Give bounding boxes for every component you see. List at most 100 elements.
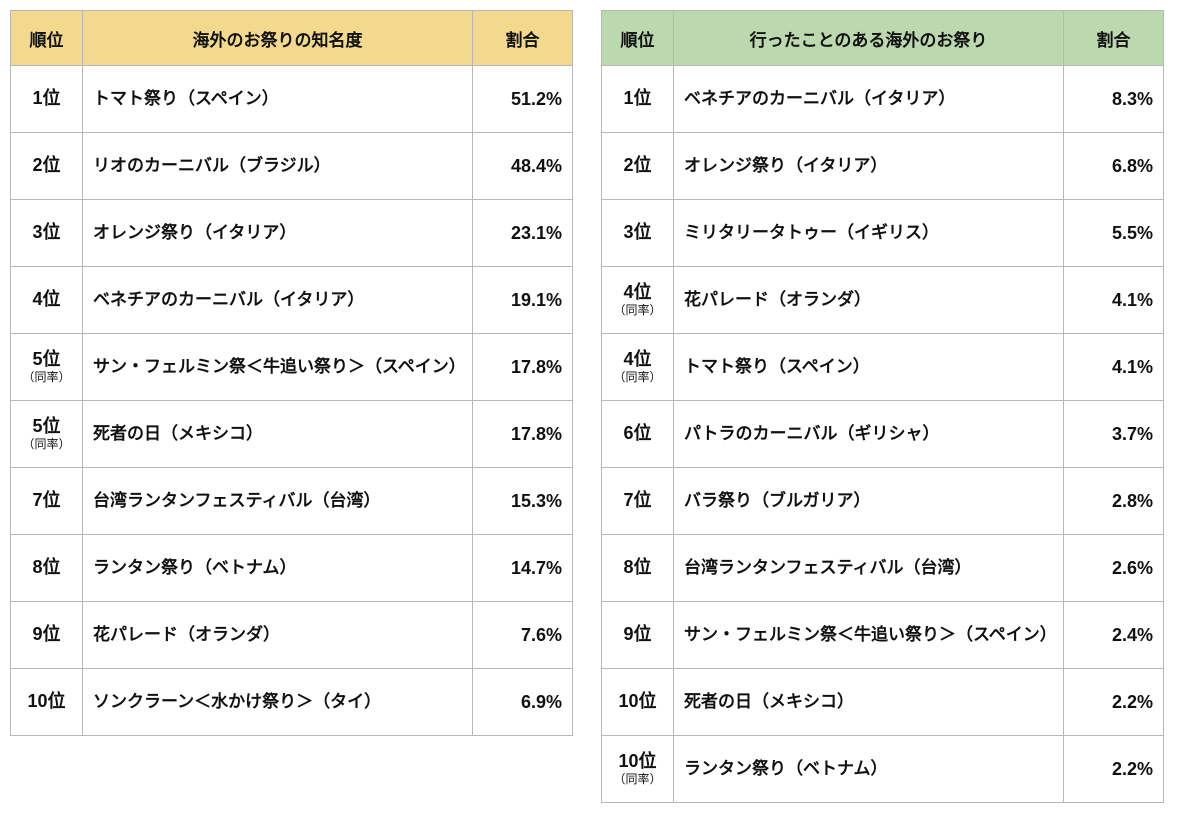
rank-cell: 1位 (602, 66, 674, 133)
table-row: 2位オレンジ祭り（イタリア）6.8% (602, 133, 1164, 200)
pct-cell: 2.6% (1064, 535, 1164, 602)
rank-tie-label: （同率） (11, 371, 82, 384)
name-cell: 台湾ランタンフェスティバル（台湾） (674, 535, 1064, 602)
rank-label: 2位 (623, 155, 651, 175)
pct-cell: 51.2% (473, 66, 573, 133)
rank-label: 4位 (32, 289, 60, 309)
rank-cell: 9位 (602, 602, 674, 669)
pct-cell: 3.7% (1064, 401, 1164, 468)
right-table: 順位 行ったことのある海外のお祭り 割合 1位ベネチアのカーニバル（イタリア）8… (601, 10, 1164, 803)
rank-label: 2位 (32, 155, 60, 175)
rank-label: 10位 (618, 751, 656, 771)
rank-label: 7位 (623, 490, 651, 510)
right-tbody: 1位 ベネチアのカーニバル（イタリア）8.3%2位オレンジ祭り（イタリア）6.8%… (602, 66, 1164, 803)
pct-cell: 7.6% (473, 602, 573, 669)
table-row: 2位 リオのカーニバル（ブラジル）48.4% (11, 133, 573, 200)
rank-label: 1位 (32, 88, 60, 108)
rank-cell: 10位 (602, 669, 674, 736)
pct-cell: 19.1% (473, 267, 573, 334)
pct-cell: 6.9% (473, 669, 573, 736)
rank-label: 8位 (623, 557, 651, 577)
table-row: 7位台湾ランタンフェスティバル（台湾）15.3% (11, 468, 573, 535)
table-row: 8位 ランタン祭り（ベトナム）14.7% (11, 535, 573, 602)
pct-cell: 14.7% (473, 535, 573, 602)
rank-label: 5位 (32, 349, 60, 369)
name-cell: バラ祭り（ブルガリア） (674, 468, 1064, 535)
table-row: 10位死者の日（メキシコ）2.2% (602, 669, 1164, 736)
name-cell: サン・フェルミン祭＜牛追い祭り＞（スペイン） (674, 602, 1064, 669)
rank-cell: 7位 (602, 468, 674, 535)
name-cell: 花パレード（オランダ） (674, 267, 1064, 334)
rank-label: 9位 (32, 624, 60, 644)
pct-cell: 4.1% (1064, 267, 1164, 334)
table-row: 10位ソンクラーン＜水かけ祭り＞（タイ）6.9% (11, 669, 573, 736)
table-row: 1位 トマト祭り（スペイン）51.2% (11, 66, 573, 133)
rank-tie-label: （同率） (602, 371, 673, 384)
rank-tie-label: （同率） (602, 304, 673, 317)
rank-cell: 1位 (11, 66, 83, 133)
pct-cell: 23.1% (473, 200, 573, 267)
rank-cell: 2位 (602, 133, 674, 200)
rank-label: 10位 (27, 691, 65, 711)
name-cell: トマト祭り（スペイン） (83, 66, 473, 133)
rank-cell: 7位 (11, 468, 83, 535)
rank-cell: 5位 （同率） (11, 334, 83, 401)
right-header-row: 順位 行ったことのある海外のお祭り 割合 (602, 11, 1164, 66)
name-cell: ベネチアのカーニバル（イタリア） (83, 267, 473, 334)
name-cell: ベネチアのカーニバル（イタリア） (674, 66, 1064, 133)
table-row: 8位 台湾ランタンフェスティバル（台湾）2.6% (602, 535, 1164, 602)
rank-label: 1位 (623, 88, 651, 108)
name-cell: 台湾ランタンフェスティバル（台湾） (83, 468, 473, 535)
rank-cell: 10位 （同率） (602, 736, 674, 803)
pct-cell: 2.2% (1064, 669, 1164, 736)
name-cell: 死者の日（メキシコ） (83, 401, 473, 468)
name-cell: ソンクラーン＜水かけ祭り＞（タイ） (83, 669, 473, 736)
name-cell: トマト祭り（スペイン） (674, 334, 1064, 401)
name-cell: リオのカーニバル（ブラジル） (83, 133, 473, 200)
rank-tie-label: （同率） (602, 773, 673, 786)
rank-label: 9位 (623, 624, 651, 644)
rank-cell: 4位 (11, 267, 83, 334)
pct-cell: 15.3% (473, 468, 573, 535)
rank-label: 3位 (623, 222, 651, 242)
table-row: 4位（同率）花パレード（オランダ）4.1% (602, 267, 1164, 334)
left-tbody: 1位 トマト祭り（スペイン）51.2% 2位 リオのカーニバル（ブラジル）48.4% 3… (11, 66, 573, 736)
table-row: 6位 パトラのカーニバル（ギリシャ）3.7% (602, 401, 1164, 468)
pct-cell: 17.8% (473, 401, 573, 468)
name-cell: パトラのカーニバル（ギリシャ） (674, 401, 1064, 468)
pct-cell: 2.8% (1064, 468, 1164, 535)
left-header-row: 順位 海外のお祭りの知名度 割合 (11, 11, 573, 66)
rank-cell: 3位 (602, 200, 674, 267)
pct-cell: 4.1% (1064, 334, 1164, 401)
rank-label: 8位 (32, 557, 60, 577)
table-row: 3位ミリタリータトゥー（イギリス）5.5% (602, 200, 1164, 267)
rank-label: 6位 (623, 423, 651, 443)
rank-cell: 8位 (602, 535, 674, 602)
left-table: 順位 海外のお祭りの知名度 割合 1位 トマト祭り（スペイン）51.2% 2位 リオの… (10, 10, 573, 736)
pct-cell: 6.8% (1064, 133, 1164, 200)
right-header-name: 行ったことのある海外のお祭り (674, 11, 1064, 66)
rank-cell: 4位（同率） (602, 267, 674, 334)
table-row: 10位（同率）ランタン祭り（ベトナム）2.2% (602, 736, 1164, 803)
name-cell: ランタン祭り（ベトナム） (83, 535, 473, 602)
name-cell: 花パレード（オランダ） (83, 602, 473, 669)
left-header-rank: 順位 (11, 11, 83, 66)
rank-label: 3位 (32, 222, 60, 242)
table-row: 4位（同率）トマト祭り（スペイン）4.1% (602, 334, 1164, 401)
table-row: 1位 ベネチアのカーニバル（イタリア）8.3% (602, 66, 1164, 133)
pct-cell: 8.3% (1064, 66, 1164, 133)
rank-cell: 10位 (11, 669, 83, 736)
pct-cell: 2.2% (1064, 736, 1164, 803)
name-cell: オレンジ祭り（イタリア） (83, 200, 473, 267)
rank-cell: 8位 (11, 535, 83, 602)
table-row: 4位 ベネチアのカーニバル（イタリア）19.1% (11, 267, 573, 334)
rank-cell: 3位 (11, 200, 83, 267)
rank-tie-label: （同率） (11, 438, 82, 451)
rank-cell: 6位 (602, 401, 674, 468)
pct-cell: 48.4% (473, 133, 573, 200)
right-header-pct: 割合 (1064, 11, 1164, 66)
tables-container: 順位 海外のお祭りの知名度 割合 1位トマト祭り（スペイン）51.2%2位リオの… (10, 10, 1190, 803)
rank-cell: 2位 (11, 133, 83, 200)
left-header-pct: 割合 (473, 11, 573, 66)
rank-cell: 4位（同率） (602, 334, 674, 401)
